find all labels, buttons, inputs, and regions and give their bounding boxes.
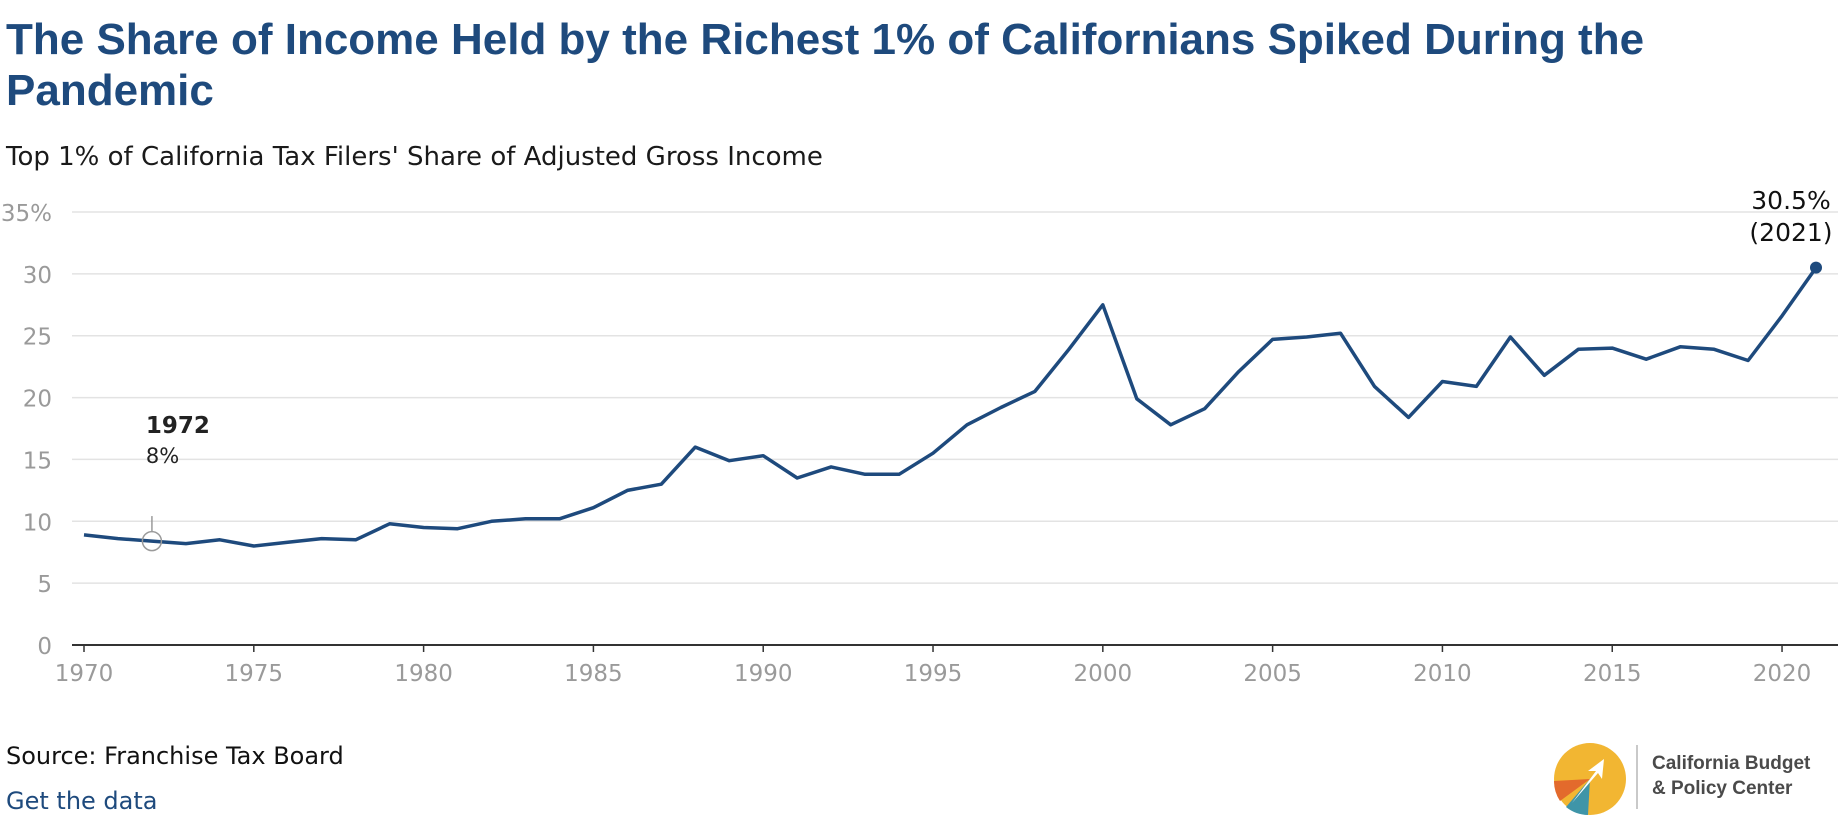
series-line (83, 266, 1818, 548)
grid-lines (72, 211, 1838, 584)
annotation-1972-marker (141, 530, 163, 552)
get-the-data-link[interactable]: Get the data (6, 787, 158, 815)
line-chart: 0 5 10 15 20 25 30 35% 1970 1975 1980 1985 1990 1995… (1, 186, 1838, 687)
annotation-1972-value: 8% (146, 444, 179, 468)
y-tick-label: 5 (37, 572, 52, 598)
y-tick-label: 20 (23, 387, 52, 413)
x-tick-label: 2005 (1243, 661, 1302, 687)
annotation-2021-year: (2021) (1749, 218, 1832, 247)
endpoint-2021-marker (1810, 261, 1822, 274)
x-tick-label: 2000 (1074, 661, 1133, 687)
x-tick-label: 1995 (904, 661, 963, 687)
y-tick-label: 25 (23, 325, 52, 351)
chart-title: The Share of Income Held by the Richest … (6, 15, 1645, 115)
source-note: Source: Franchise Tax Board (6, 742, 344, 770)
logo-line-2: & Policy Center (1652, 778, 1793, 799)
logo-mark-icon (1553, 743, 1626, 815)
logo-divider (1636, 745, 1638, 809)
y-tick-label: 0 (37, 634, 52, 660)
x-tick-label: 1990 (734, 661, 793, 687)
annotation-2021-value: 30.5% (1751, 186, 1830, 215)
logo: California Budget & Policy Center (1544, 737, 1834, 819)
annotation-1972-year: 1972 (146, 413, 210, 439)
x-tick-label: 2020 (1753, 661, 1812, 687)
y-tick-label: 15 (23, 448, 52, 474)
y-tick-label: 35% (1, 201, 52, 227)
y-axis-ticks: 0 5 10 15 20 25 30 35% (1, 201, 52, 660)
x-tick-label: 1970 (55, 661, 114, 687)
x-axis-ticks: 1970 1975 1980 1985 1990 1995 2000 2005 2010 2015… (55, 645, 1812, 687)
logo-text: California Budget & Policy Center (1652, 751, 1810, 801)
x-tick-label: 2015 (1583, 661, 1642, 687)
x-tick-label: 1980 (394, 661, 453, 687)
y-tick-label: 30 (23, 263, 52, 289)
x-tick-label: 2010 (1413, 661, 1472, 687)
chart-subtitle: Top 1% of California Tax Filers' Share o… (6, 142, 823, 172)
logo-line-1: California Budget (1652, 753, 1811, 774)
x-tick-label: 1975 (225, 661, 284, 687)
x-tick-label: 1985 (564, 661, 623, 687)
y-tick-label: 10 (23, 510, 52, 536)
annotations: 1972 8% 30.5% (2021) (141, 186, 1833, 552)
